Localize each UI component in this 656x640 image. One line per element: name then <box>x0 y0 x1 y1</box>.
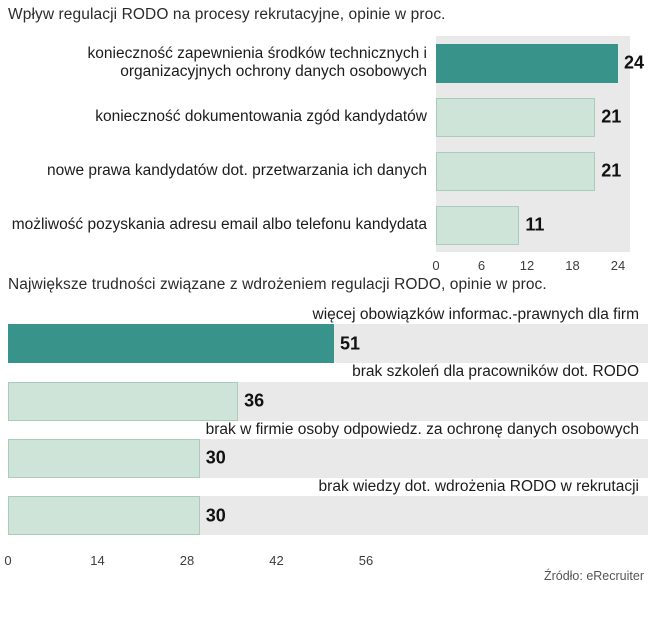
bar <box>436 97 596 137</box>
value-label: 11 <box>525 214 545 235</box>
axis-tick: 0 <box>4 553 12 569</box>
axis-tick: 24 <box>610 258 626 273</box>
bar-track: 30 <box>8 438 648 478</box>
value-label: 51 <box>340 333 361 354</box>
category-label: brak w firmie osoby odpowiedz. za ochron… <box>205 420 639 438</box>
value-label: 30 <box>205 505 226 526</box>
chart-row: brak szkoleń dla pracowników dot. RODO 36 <box>8 363 648 421</box>
chart-title: Największe trudności związane z wdrożeni… <box>8 276 547 293</box>
x-axis: 0 14 28 42 56 <box>4 547 648 568</box>
chart-row: konieczność zapewnienia środków technicz… <box>8 36 648 90</box>
chart-body: konieczność zapewnienia środków technicz… <box>8 36 648 276</box>
page: Wpływ regulacji RODO na procesy rekrutac… <box>4 6 648 584</box>
category-label: więcej obowiązków informac.-prawnych dla… <box>312 306 639 323</box>
chart-row: więcej obowiązków informac.-prawnych dla… <box>8 306 648 364</box>
chart-row: brak wiedzy dot. wdrożenia RODO w rekrut… <box>8 477 648 536</box>
bar <box>8 438 200 478</box>
bar <box>8 496 200 536</box>
bar <box>436 151 596 191</box>
value-label: 21 <box>601 106 622 127</box>
axis-tick: 6 <box>477 258 486 273</box>
bar <box>8 381 239 421</box>
bar-track: 21 <box>436 90 630 144</box>
chart-row: konieczność dokumentowania zgód kandydat… <box>8 90 648 144</box>
axis-tick: 56 <box>358 553 374 569</box>
bar-track: 30 <box>8 496 648 536</box>
value-label: 21 <box>601 160 622 181</box>
axis-tick: 12 <box>519 258 535 273</box>
bar-track: 11 <box>436 198 630 252</box>
category-label: konieczność zapewnienia środków technicz… <box>87 44 427 80</box>
category-label: brak szkoleń dla pracowników dot. RODO <box>352 363 639 381</box>
category-label: brak wiedzy dot. wdrożenia RODO w rekrut… <box>318 477 639 495</box>
category-label: nowe prawa kandydatów dot. przetwarzania… <box>47 161 427 179</box>
axis-tick: 42 <box>269 553 284 569</box>
category-label: konieczność dokumentowania zgód kandydat… <box>95 107 427 125</box>
value-label: 24 <box>624 52 645 73</box>
chart-row: możliwość pozyskania adresu email albo t… <box>8 198 648 252</box>
axis-tick: 14 <box>90 553 105 569</box>
bar-track: 21 <box>436 144 630 198</box>
bar <box>436 43 618 83</box>
bar <box>8 324 335 364</box>
axis-spacer <box>8 252 436 276</box>
chart-body: więcej obowiązków informac.-prawnych dla… <box>4 306 648 568</box>
bar-track: 51 <box>8 324 648 364</box>
axis-row: 0 6 12 18 24 <box>8 252 648 276</box>
chart-row: nowe prawa kandydatów dot. przetwarzania… <box>8 144 648 198</box>
chart-title: Wpływ regulacji RODO na procesy rekrutac… <box>8 6 446 23</box>
axis-tick: 0 <box>432 258 440 273</box>
bar <box>436 205 520 245</box>
chart-rodo-difficulties: Największe trudności związane z wdrożeni… <box>4 276 648 568</box>
axis-tick: 28 <box>179 553 195 569</box>
value-label: 36 <box>244 390 265 411</box>
axis-spacer <box>8 535 648 547</box>
chart-rodo-impact: Wpływ regulacji RODO na procesy rekrutac… <box>8 6 648 276</box>
x-axis: 0 6 12 18 24 <box>432 252 630 276</box>
source-caption: Źródło: eRecruiter <box>543 569 644 584</box>
axis-tick: 18 <box>565 258 580 273</box>
category-label: możliwość pozyskania adresu email albo t… <box>11 215 427 233</box>
axis-row: 0 14 28 42 56 <box>4 535 648 568</box>
value-label: 30 <box>205 447 226 468</box>
bar-track: 36 <box>8 381 648 421</box>
chart-row: brak w firmie osoby odpowiedz. za ochron… <box>8 421 648 478</box>
bar-track: 24 <box>436 36 644 90</box>
